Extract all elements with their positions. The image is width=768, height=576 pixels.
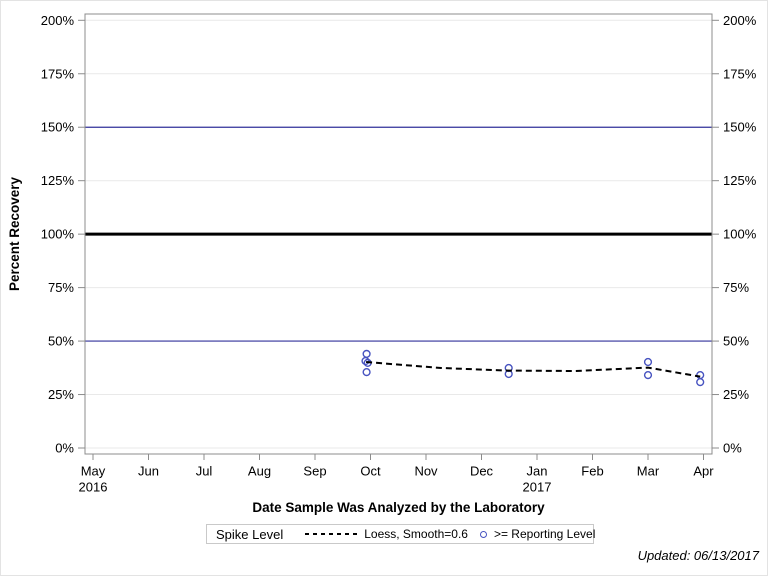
open-circle-swatch-icon	[479, 530, 487, 538]
x-tick-year-2016: 2016	[79, 480, 108, 495]
x-tick-label-Jun: Jun	[138, 464, 159, 479]
y-tick-label-left-50: 50%	[48, 334, 74, 349]
legend-title: Spike Level	[216, 526, 284, 542]
y-tick-label-right-125: 125%	[723, 173, 757, 188]
y-tick-label-right-100: 100%	[723, 227, 757, 242]
y-tick-label-left-25: 25%	[48, 387, 74, 402]
x-tick-label-Aug: Aug	[248, 464, 271, 479]
x-tick-label-Oct: Oct	[360, 464, 381, 479]
x-axis-title: Date Sample Was Analyzed by the Laborato…	[252, 500, 545, 515]
y-axis-title: Percent Recovery	[7, 176, 22, 291]
y-tick-label-right-50: 50%	[723, 334, 749, 349]
loess-line	[366, 361, 701, 378]
x-tick-label-Sep: Sep	[303, 464, 326, 479]
x-tick-label-Jul: Jul	[196, 464, 213, 479]
y-tick-label-left-175: 175%	[41, 66, 75, 81]
chart-legend: Spike Level Loess, Smooth=0.6 >= Reporti…	[206, 524, 596, 544]
dashed-line-swatch-icon	[305, 533, 358, 535]
x-tick-label-Apr: Apr	[693, 464, 714, 479]
data-point	[643, 371, 653, 380]
legend-entry-reporting-level-label: >= Reporting Level	[493, 527, 596, 541]
y-tick-label-right-0: 0%	[723, 441, 742, 456]
y-tick-label-right-175: 175%	[723, 66, 757, 81]
data-point	[362, 368, 371, 377]
x-tick-label-Dec: Dec	[470, 464, 494, 479]
updated-timestamp: Updated: 06/13/2017	[637, 548, 759, 563]
y-tick-label-left-150: 150%	[41, 120, 75, 135]
legend-entry-loess-label: Loess, Smooth=0.6	[364, 527, 468, 541]
y-tick-label-right-150: 150%	[723, 120, 757, 135]
y-tick-label-left-100: 100%	[41, 227, 75, 242]
data-point	[362, 349, 371, 359]
y-tick-label-right-75: 75%	[723, 280, 749, 295]
data-point	[696, 371, 705, 380]
x-tick-label-Jan: Jan	[527, 464, 548, 479]
y-tick-label-left-75: 75%	[48, 280, 74, 295]
x-tick-label-May: May	[81, 464, 106, 479]
x-tick-label-Nov: Nov	[414, 464, 438, 479]
y-tick-label-right-200: 200%	[723, 13, 757, 28]
data-point	[696, 378, 705, 387]
x-tick-label-Feb: Feb	[581, 464, 603, 479]
y-tick-label-left-125: 125%	[41, 173, 75, 188]
x-tick-label-Mar: Mar	[637, 464, 660, 479]
data-point	[361, 356, 370, 366]
legend-entry-loess: Loess, Smooth=0.6	[305, 527, 468, 541]
x-tick-year-2017: 2017	[523, 480, 552, 495]
y-tick-label-right-25: 25%	[723, 387, 749, 402]
y-tick-label-left-0: 0%	[55, 441, 74, 456]
y-tick-label-left-200: 200%	[41, 13, 75, 28]
legend-entry-reporting-level: >= Reporting Level	[479, 527, 596, 541]
data-point	[643, 357, 653, 367]
